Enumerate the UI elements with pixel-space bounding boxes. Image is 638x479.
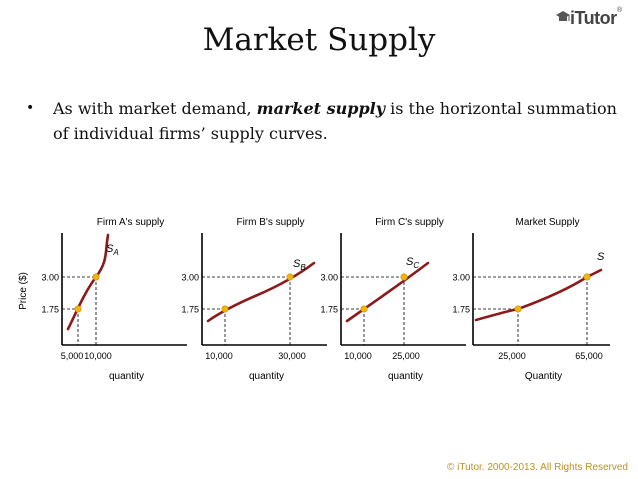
data-point-high xyxy=(583,273,591,281)
y-tick-label: 1.75 xyxy=(41,305,59,315)
logo-registered-mark: ® xyxy=(617,7,623,14)
curve-label: SB xyxy=(293,258,306,272)
data-point-high xyxy=(400,273,408,281)
y-tick-label: 1.75 xyxy=(181,305,199,315)
bullet-text-tail: is the horizontal summation of individua… xyxy=(53,99,617,143)
y-tick-label: 3.00 xyxy=(41,273,59,283)
y-tick-label: 3.00 xyxy=(452,273,470,283)
bullet-symbol: • xyxy=(26,100,35,116)
chart-title: Firm C's supply xyxy=(375,217,444,228)
x-axis-label: Quantity xyxy=(525,371,562,382)
itutor-logo: iTutor ® xyxy=(555,6,635,32)
chart-title: Firm A's supply xyxy=(97,217,164,228)
x-axis-label: quantity xyxy=(249,371,284,382)
chart-panel-2: Firm B's supply 3.00 1.75 SB 10,000 30,000 qua… xyxy=(181,217,327,382)
x-tick-label: 10,000 xyxy=(84,351,112,361)
slide-title: Market Supply xyxy=(202,22,436,58)
curve-label: SA xyxy=(106,243,119,257)
y-tick-label: 3.00 xyxy=(320,273,338,283)
curve-label: S xyxy=(597,251,605,263)
curve-label: SC xyxy=(406,256,419,270)
x-tick-label: 10,000 xyxy=(205,351,233,361)
x-axis-label: quantity xyxy=(109,371,144,382)
logo-text: iTutor xyxy=(570,8,617,28)
x-tick-label: 5,000 xyxy=(61,351,84,361)
supply-curve xyxy=(66,233,110,331)
curve-label-subscript: A xyxy=(112,248,118,257)
x-axis-label: quantity xyxy=(388,371,423,382)
chart-panel-4: Market Supply 3.00 1.75 S 25,000 65,000 Quanti… xyxy=(452,217,610,382)
y-tick-label: 1.75 xyxy=(320,305,338,315)
chart-panel-1: Firm A's supply 3.00 1.75 SA 5,000 10,000 quan… xyxy=(18,217,187,382)
supply-curve xyxy=(345,261,430,323)
x-tick-label: 10,000 xyxy=(344,351,372,361)
data-point-low xyxy=(221,305,229,313)
chart-title: Market Supply xyxy=(516,217,580,228)
chart-panel-3: Firm C's supply 3.00 1.75 SC 10,000 25,000 qua… xyxy=(320,217,466,382)
y-tick-label: 1.75 xyxy=(452,305,470,315)
supply-curve xyxy=(206,261,316,323)
x-tick-label: 30,000 xyxy=(278,351,306,361)
x-tick-label: 65,000 xyxy=(575,351,603,361)
copyright-footer: © iTutor. 2000-2013. All Rights Reserved xyxy=(447,462,628,473)
data-point-low xyxy=(360,305,368,313)
data-point-high xyxy=(286,273,294,281)
curve-label-subscript: B xyxy=(300,263,306,272)
x-tick-label: 25,000 xyxy=(392,351,420,361)
data-point-low xyxy=(74,305,82,313)
data-point-low xyxy=(514,305,522,313)
data-point-high xyxy=(92,273,100,281)
x-tick-label: 25,000 xyxy=(498,351,526,361)
y-tick-label: 3.00 xyxy=(181,273,199,283)
bullet-text: As with market demand, market supply is … xyxy=(53,96,628,146)
supply-curve xyxy=(474,268,603,322)
y-axis-label: Price ($) xyxy=(18,272,29,310)
graduation-cap-icon xyxy=(556,11,570,21)
bullet-emphasis: market supply xyxy=(256,99,386,118)
bullet-text-lead: As with market demand, xyxy=(53,99,257,118)
chart-title: Firm B's supply xyxy=(236,217,304,228)
curve-label-subscript: C xyxy=(413,261,419,270)
